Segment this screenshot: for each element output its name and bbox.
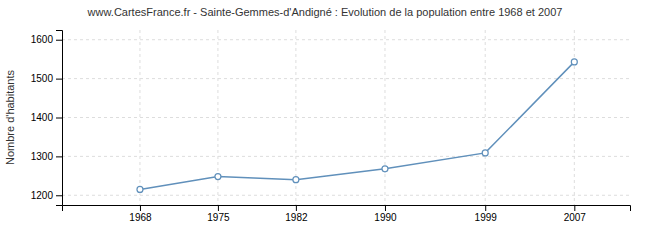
chart: 1968 1975 1982 1990 1999 2007 1200 1300 1400 1500… — [0, 0, 650, 229]
line — [140, 62, 574, 190]
x-tick-mark — [574, 205, 575, 211]
grid-line-y — [62, 195, 630, 196]
x-tick: 1982 — [285, 205, 308, 223]
plot: 1968 1975 1982 1990 1999 2007 1200 1300 1400 1500… — [31, 30, 631, 223]
x-axis-line — [63, 206, 631, 212]
y-tick: 1200 — [31, 190, 62, 201]
x-tick: 1968 — [129, 205, 152, 223]
grid-line-x — [485, 30, 486, 205]
x-tick: 2007 — [564, 205, 587, 223]
x-tick-label: 1975 — [207, 212, 230, 223]
point — [293, 177, 299, 183]
y-tick: 1400 — [31, 112, 62, 123]
grid-line-y — [62, 117, 630, 118]
x-tick-mark — [485, 205, 486, 211]
y-tick-mark — [56, 40, 62, 41]
x-tick-label: 1982 — [285, 212, 308, 223]
y-tick-label: 1300 — [31, 151, 54, 162]
y-tick-mark — [56, 195, 62, 196]
x-tick-label: 1990 — [374, 212, 397, 223]
title: www.CartesFrance.fr - Sainte-Gemmes-d'An… — [87, 6, 563, 18]
x-tick: 1975 — [207, 205, 230, 223]
y-tick-mark — [56, 118, 62, 119]
x-tick-mark — [140, 205, 141, 211]
y-axis-line — [56, 31, 63, 206]
grid-line-x — [384, 30, 385, 205]
grid-line-y — [62, 156, 630, 157]
marks — [137, 59, 577, 193]
x-tick-label: 1999 — [475, 212, 498, 223]
y-tick: 1300 — [31, 151, 62, 162]
point — [215, 174, 221, 180]
x-tick-label: 2007 — [564, 212, 587, 223]
grid — [62, 30, 630, 205]
y-axis: 1200 1300 1400 1500 1600 — [31, 31, 63, 206]
x-tick-mark — [218, 205, 219, 211]
y-tick-label: 1500 — [31, 73, 54, 84]
grid-line-x — [139, 30, 140, 205]
point — [382, 166, 388, 172]
x-axis: 1968 1975 1982 1990 1999 2007 — [63, 205, 631, 223]
y-tick-label: 1400 — [31, 112, 54, 123]
x-tick-mark — [296, 205, 297, 211]
y-tick-mark — [56, 156, 62, 157]
point — [571, 59, 577, 65]
y-tick-label: 1600 — [31, 34, 54, 45]
point — [482, 150, 488, 156]
grid-line-y — [62, 78, 630, 79]
y-tick-label: 1200 — [31, 190, 54, 201]
x-tick: 1999 — [475, 205, 498, 223]
grid-line-y — [62, 39, 630, 40]
y-tick: 1600 — [31, 34, 62, 45]
x-tick-label: 1968 — [129, 212, 152, 223]
y-axis-title: Nombre d'habitants — [4, 69, 16, 165]
y-tick: 1500 — [31, 73, 62, 84]
point — [137, 186, 143, 192]
grid-line-x — [574, 30, 575, 205]
y-tick-mark — [56, 79, 62, 80]
x-tick: 1990 — [374, 205, 397, 223]
x-tick-mark — [385, 205, 386, 211]
